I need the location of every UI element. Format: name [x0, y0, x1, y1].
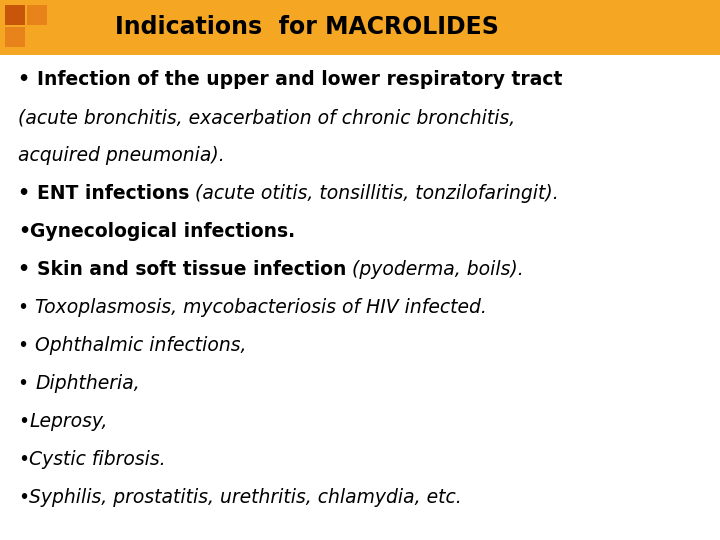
Text: •: • [18, 336, 35, 355]
Text: •: • [18, 412, 29, 431]
Bar [5, 5, 25, 25]
Text: (pyoderma, boils).: (pyoderma, boils). [346, 260, 523, 279]
Text: Leprosy,: Leprosy, [29, 412, 107, 431]
Bar [5, 27, 25, 47]
Text: Infection of the upper and lower respiratory tract: Infection of the upper and lower respira… [37, 70, 562, 89]
Text: •: • [18, 184, 37, 203]
Text: (acute bronchitis, exacerbation of chronic bronchitis,: (acute bronchitis, exacerbation of chron… [18, 108, 516, 127]
Bar [27, 5, 47, 25]
Text: •: • [18, 298, 35, 317]
Bar [27, 27, 47, 47]
Text: Gynecological infections.: Gynecological infections. [30, 222, 295, 241]
Text: •: • [18, 488, 29, 507]
Text: Diphtheria,: Diphtheria, [35, 374, 140, 393]
Text: •: • [18, 70, 37, 89]
Text: Skin and soft tissue infection: Skin and soft tissue infection [37, 260, 346, 279]
Text: •: • [18, 450, 29, 469]
Text: Toxoplasmosis, mycobacteriosis of HIV infected.: Toxoplasmosis, mycobacteriosis of HIV in… [35, 298, 487, 317]
Text: Indications  for MACROLIDES: Indications for MACROLIDES [115, 16, 499, 39]
Text: acquired pneumonia).: acquired pneumonia). [18, 146, 225, 165]
Text: •: • [18, 260, 37, 279]
Text: ENT infections: ENT infections [37, 184, 189, 203]
Bar [0, 0, 720, 55]
Text: •: • [18, 222, 30, 241]
Text: Syphilis, prostatitis, urethritis, chlamydia, etc.: Syphilis, prostatitis, urethritis, chlam… [29, 488, 462, 507]
Text: (acute otitis, tonsillitis, tonzilofaringit).: (acute otitis, tonsillitis, tonzilofarin… [189, 184, 559, 203]
Text: Cystic fibrosis.: Cystic fibrosis. [29, 450, 166, 469]
Text: •: • [18, 374, 35, 393]
Text: Ophthalmic infections,: Ophthalmic infections, [35, 336, 246, 355]
